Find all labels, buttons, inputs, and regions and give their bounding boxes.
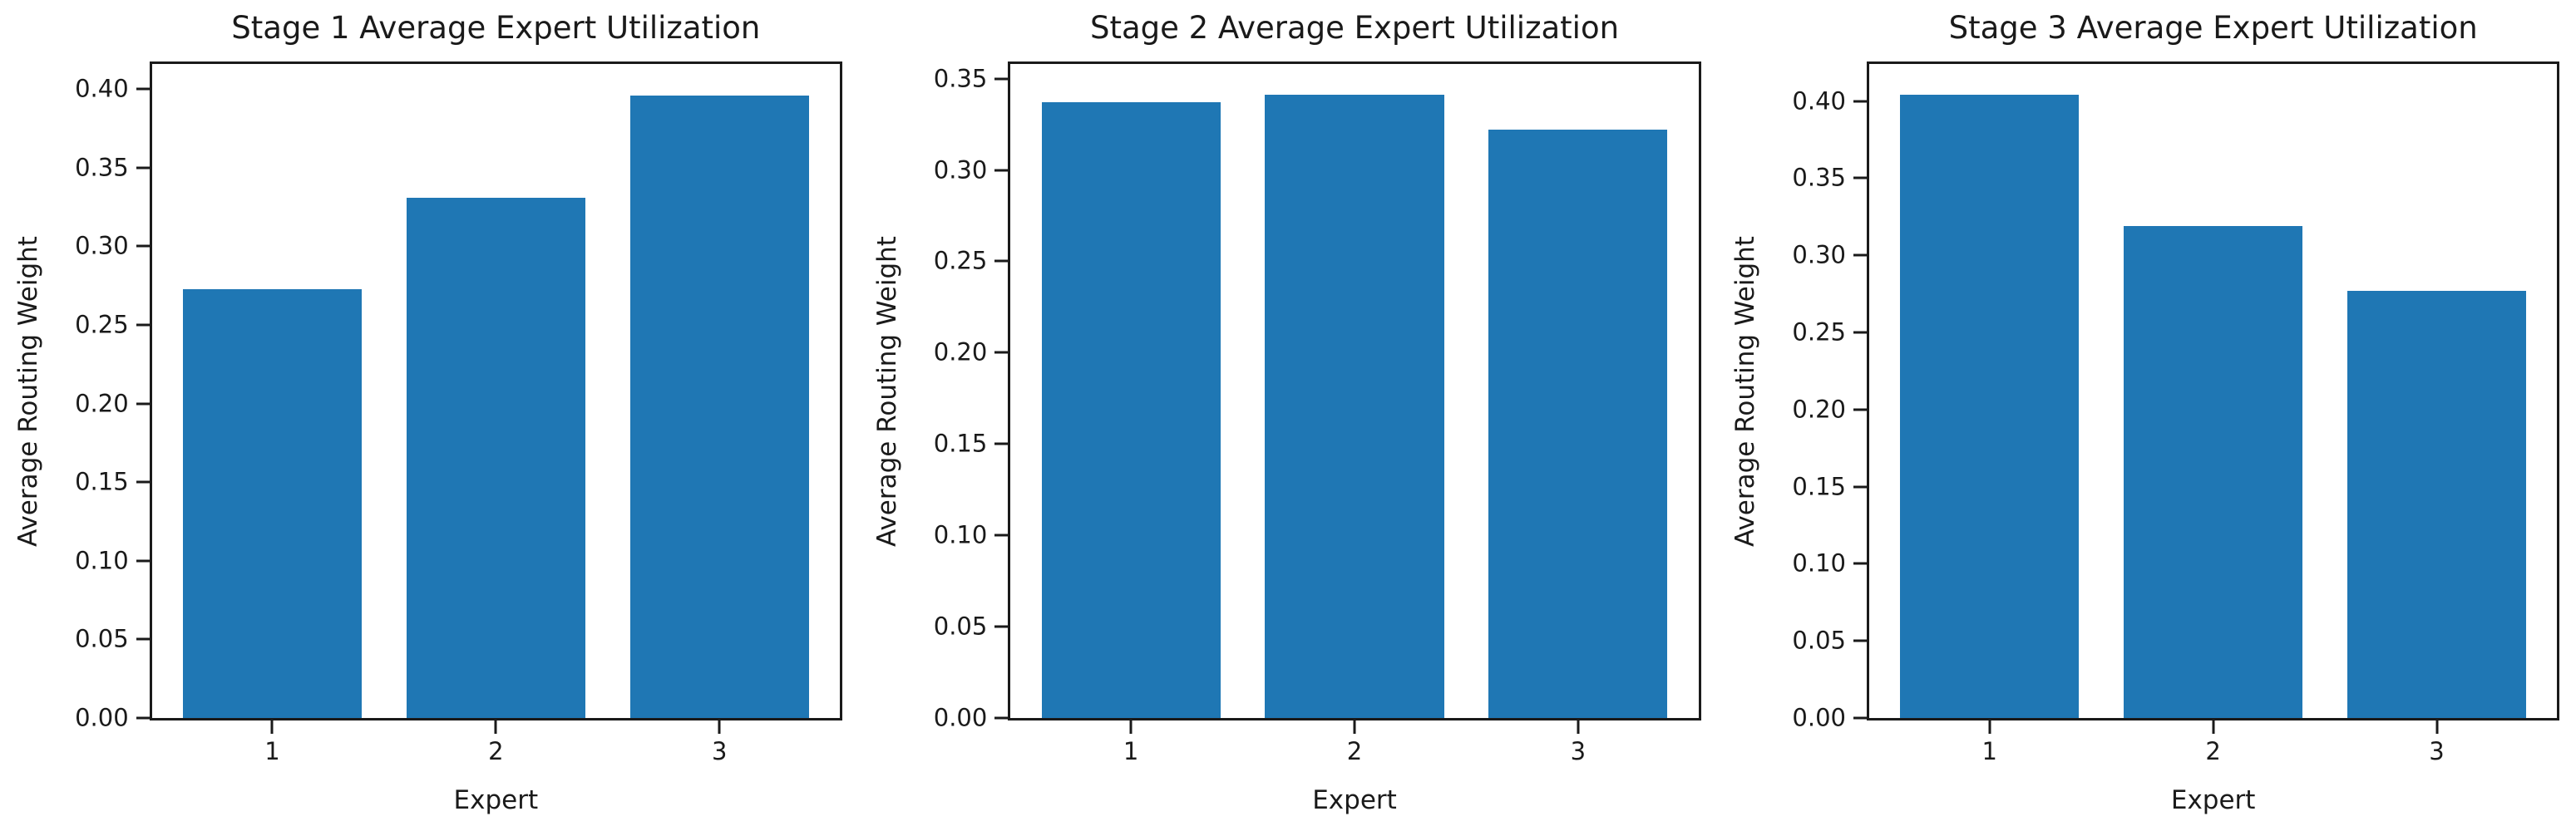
y-tick-mark [1853, 176, 1867, 179]
y-tick-mark [1853, 485, 1867, 489]
y-tick-mark [994, 716, 1009, 720]
y-tick-mark [994, 77, 1009, 81]
bar-expert-1 [1041, 102, 1221, 718]
y-tick-mark [136, 402, 150, 406]
y-tick-label: 0.15 [933, 429, 988, 458]
y-tick-label: 0.05 [933, 612, 988, 641]
y-tick-mark [1853, 253, 1867, 257]
y-tick-mark [136, 244, 150, 248]
y-tick-mark [136, 559, 150, 563]
x-tick-label: 2 [2205, 737, 2221, 765]
y-tick-label: 0.20 [75, 389, 129, 418]
y-tick-mark [136, 716, 150, 720]
y-axis-label: Average Routing Weight [871, 235, 902, 547]
y-tick-label: 0.05 [1792, 626, 1846, 655]
y-tick-label: 0.20 [933, 337, 988, 366]
y-tick-label: 0.40 [1792, 86, 1846, 116]
subplot-stage-1: Stage 1 Average Expert Utilization Avera… [0, 0, 859, 836]
x-tick-mark [2435, 720, 2439, 734]
y-tick-mark [136, 87, 150, 91]
y-tick-label: 0.00 [75, 703, 129, 732]
y-tick-mark [1853, 331, 1867, 334]
x-tick-label: 2 [1346, 737, 1363, 765]
y-tick-label: 0.25 [75, 310, 129, 339]
x-tick-label: 1 [1981, 737, 1997, 765]
y-tick-label: 0.00 [933, 703, 988, 732]
y-axis-label: Average Routing Weight [1730, 235, 1761, 547]
chart-title: Stage 3 Average Expert Utilization [1948, 10, 2478, 46]
chart-title: Stage 1 Average Expert Utilization [231, 10, 761, 46]
x-tick-label: 1 [264, 737, 280, 765]
y-tick-mark [994, 625, 1009, 628]
x-tick-label: 3 [2429, 737, 2445, 765]
bar-expert-3 [1488, 130, 1668, 718]
y-tick-label: 0.15 [1792, 472, 1846, 501]
y-tick-label: 0.10 [1792, 548, 1846, 578]
bar-expert-1 [1900, 95, 2080, 718]
y-tick-mark [994, 259, 1009, 263]
y-tick-label: 0.35 [1792, 163, 1846, 192]
x-tick-mark [2212, 720, 2215, 734]
y-tick-mark [994, 351, 1009, 354]
y-tick-label: 0.35 [75, 153, 129, 182]
y-tick-mark [1853, 408, 1867, 411]
y-tick-mark [136, 166, 150, 170]
y-tick-mark [1853, 100, 1867, 103]
x-axis-label: Expert [453, 785, 539, 815]
y-tick-label: 0.05 [75, 624, 129, 653]
x-tick-label: 1 [1123, 737, 1139, 765]
chart-title: Stage 2 Average Expert Utilization [1089, 10, 1620, 46]
subplot-stage-2: Stage 2 Average Expert Utilization Avera… [859, 0, 1718, 836]
bar-expert-1 [182, 288, 362, 718]
x-axis-label: Expert [2170, 785, 2256, 815]
y-tick-mark [994, 534, 1009, 537]
y-tick-mark [994, 442, 1009, 445]
x-axis-label: Expert [1312, 785, 1397, 815]
subplot-stage-3: Stage 3 Average Expert Utilization Avera… [1717, 0, 2576, 836]
y-tick-mark [136, 637, 150, 641]
y-tick-label: 0.15 [75, 467, 129, 496]
x-tick-mark [1353, 720, 1356, 734]
y-tick-mark [1853, 716, 1867, 720]
y-tick-label: 0.25 [1792, 317, 1846, 347]
y-tick-mark [136, 480, 150, 484]
x-tick-mark [1577, 720, 1580, 734]
y-tick-label: 0.10 [933, 520, 988, 549]
y-tick-mark [1853, 562, 1867, 565]
y-tick-label: 0.30 [75, 231, 129, 260]
bar-expert-2 [1265, 95, 1444, 718]
x-tick-mark [270, 720, 274, 734]
y-tick-mark [994, 169, 1009, 172]
y-tick-label: 0.30 [933, 155, 988, 184]
x-tick-mark [718, 720, 721, 734]
bar-expert-2 [406, 197, 585, 718]
y-tick-label: 0.30 [1792, 240, 1846, 269]
plot-area: 0.00 0.05 0.10 0.15 0.20 0.25 0.30 0.35 0.40 1 2 3 [1792, 61, 2560, 764]
x-tick-label: 3 [1570, 737, 1587, 765]
x-tick-mark [1988, 720, 1991, 734]
y-tick-mark [1853, 639, 1867, 642]
bar-expert-3 [629, 95, 809, 718]
y-axis-label: Average Routing Weight [13, 235, 43, 547]
x-tick-mark [1129, 720, 1133, 734]
plot-area: 0.00 0.05 0.10 0.15 0.20 0.25 0.30 0.35 1 2 3 [934, 61, 1701, 764]
bar-expert-2 [2124, 225, 2303, 718]
y-tick-mark [136, 323, 150, 327]
x-tick-label: 2 [488, 737, 504, 765]
y-tick-label: 0.10 [75, 546, 129, 575]
plot-area: 0.00 0.05 0.10 0.15 0.20 0.25 0.30 0.35 0.40 1 2 3 [75, 61, 843, 764]
y-tick-label: 0.20 [1792, 395, 1846, 424]
y-tick-label: 0.40 [75, 74, 129, 103]
y-tick-label: 0.00 [1792, 703, 1846, 732]
x-tick-label: 3 [711, 737, 728, 765]
x-tick-mark [494, 720, 497, 734]
y-tick-label: 0.35 [933, 64, 988, 93]
y-tick-label: 0.25 [933, 246, 988, 275]
bar-expert-3 [2347, 290, 2527, 718]
